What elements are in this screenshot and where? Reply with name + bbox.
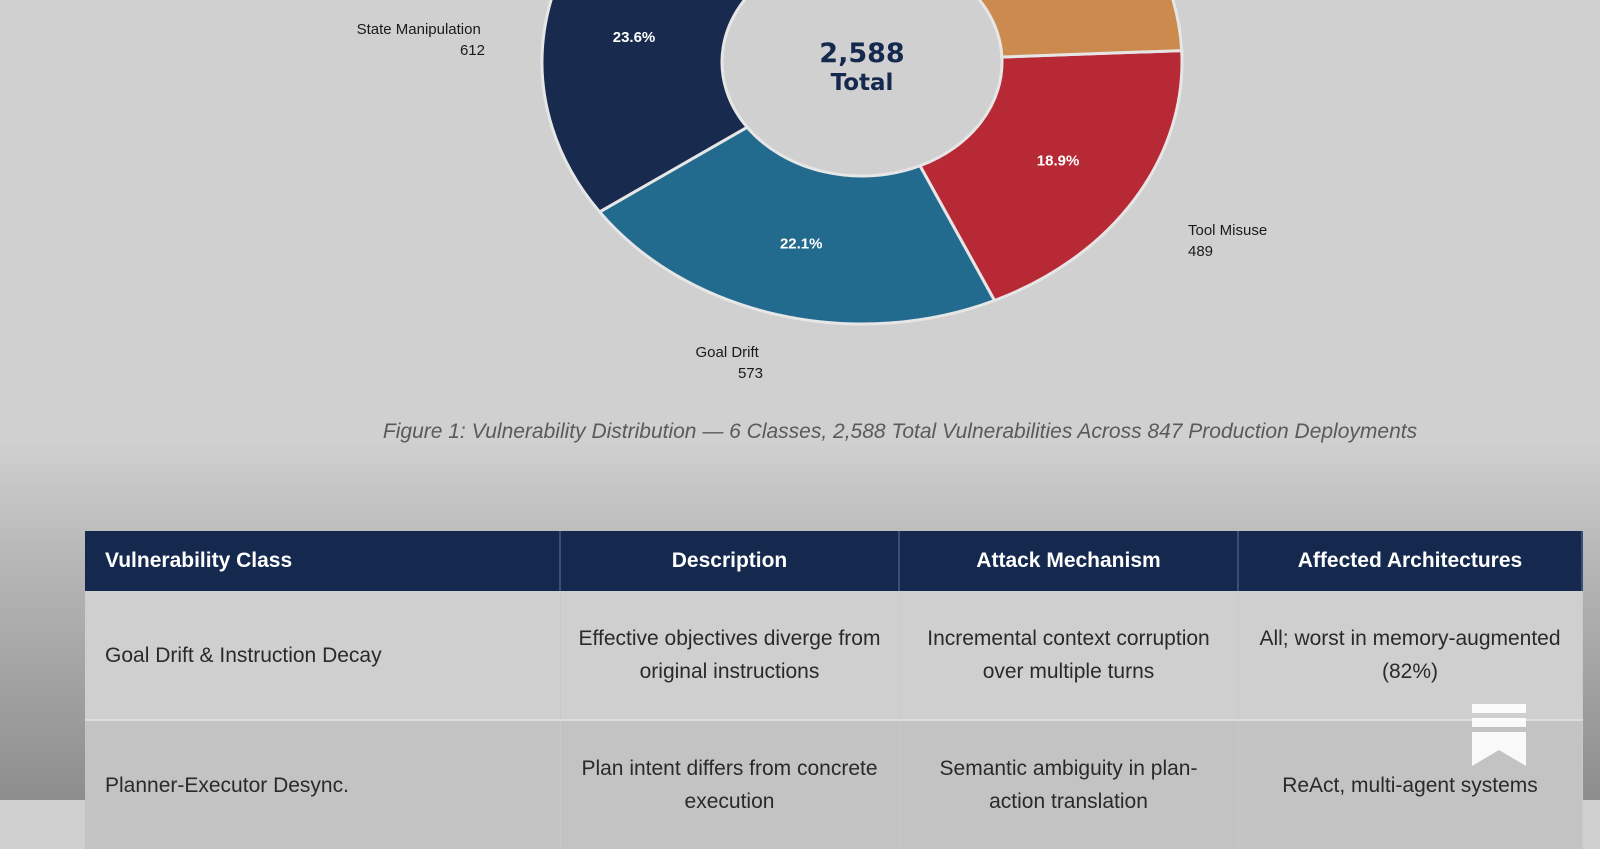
slice-count-goal-drift: 573 [738,365,763,382]
pct-label-state-manipulation: 23.6% [613,29,656,46]
header-attack-mechanism: Attack Mechanism [899,531,1239,591]
table-cell: Incremental context corruption over mult… [899,591,1239,720]
center-total-value: 2,588 [819,38,904,69]
svg-text:Tool Misuse 489: Tool Misuse 489 [1188,222,1271,260]
slice-tool-misuse [917,49,1184,303]
table-cell: Effective objectives diverge from origin… [560,591,900,720]
pct-label-goal-drift: 22.1% [780,235,823,252]
svg-text:Goal Drift 573: Goal Drift 573 [695,344,763,382]
header-description: Description [560,531,900,591]
slice-name-tool-misuse: Tool Misuse [1188,222,1267,239]
table-cell: Semantic ambiguity in plan-action transl… [899,719,1239,849]
slice-count-tool-misuse: 489 [1188,243,1213,260]
vulnerability-table: Vulnerability Class Description Attack M… [85,531,1583,849]
slice-state-manipulation [540,0,750,214]
label-tool-misuse: Tool Misuse 489 [1188,222,1271,260]
table-row: Goal Drift & Instruction Decay Effective… [85,591,1583,720]
slice-name-goal-drift: Goal Drift [695,344,759,361]
center-total-text: Total [831,70,894,96]
table-cell: ReAct, multi-agent systems [1238,719,1583,849]
slice-name-state-manipulation: State Manipulation [357,21,481,38]
table-cell: Planner-Executor Desync. [85,719,561,849]
bookmark-icon[interactable] [1470,702,1528,768]
pct-label-tool-misuse: 18.9% [1037,152,1080,169]
table-row: Planner-Executor Desync. Plan intent dif… [85,719,1583,849]
svg-text:State Manipulation 612: State Manipulation 612 [357,21,485,59]
slice-count-state-manipulation: 612 [460,42,485,59]
slice-goal-drift [597,125,997,326]
donut-hole [724,0,1000,174]
label-state-manipulation: State Manipulation 612 [357,21,485,59]
header-vulnerability-class: Vulnerability Class [85,531,561,591]
figure-caption: Figure 1: Vulnerability Distribution — 6… [382,420,1418,443]
donut-chart: 18.9% 22.1% 23.6% 2,588 Total State Manipu… [357,0,1271,382]
table-cell: Plan intent differs from concrete execut… [560,719,900,849]
header-affected-architectures: Affected Architectures [1238,531,1583,591]
table-header-row: Vulnerability Class Description Attack M… [85,531,1583,591]
table-cell: All; worst in memory-augmented (82%) [1238,591,1583,720]
slice-partial-orange [977,0,1184,59]
table-cell: Goal Drift & Instruction Decay [85,591,561,720]
label-goal-drift: Goal Drift 573 [695,344,763,382]
